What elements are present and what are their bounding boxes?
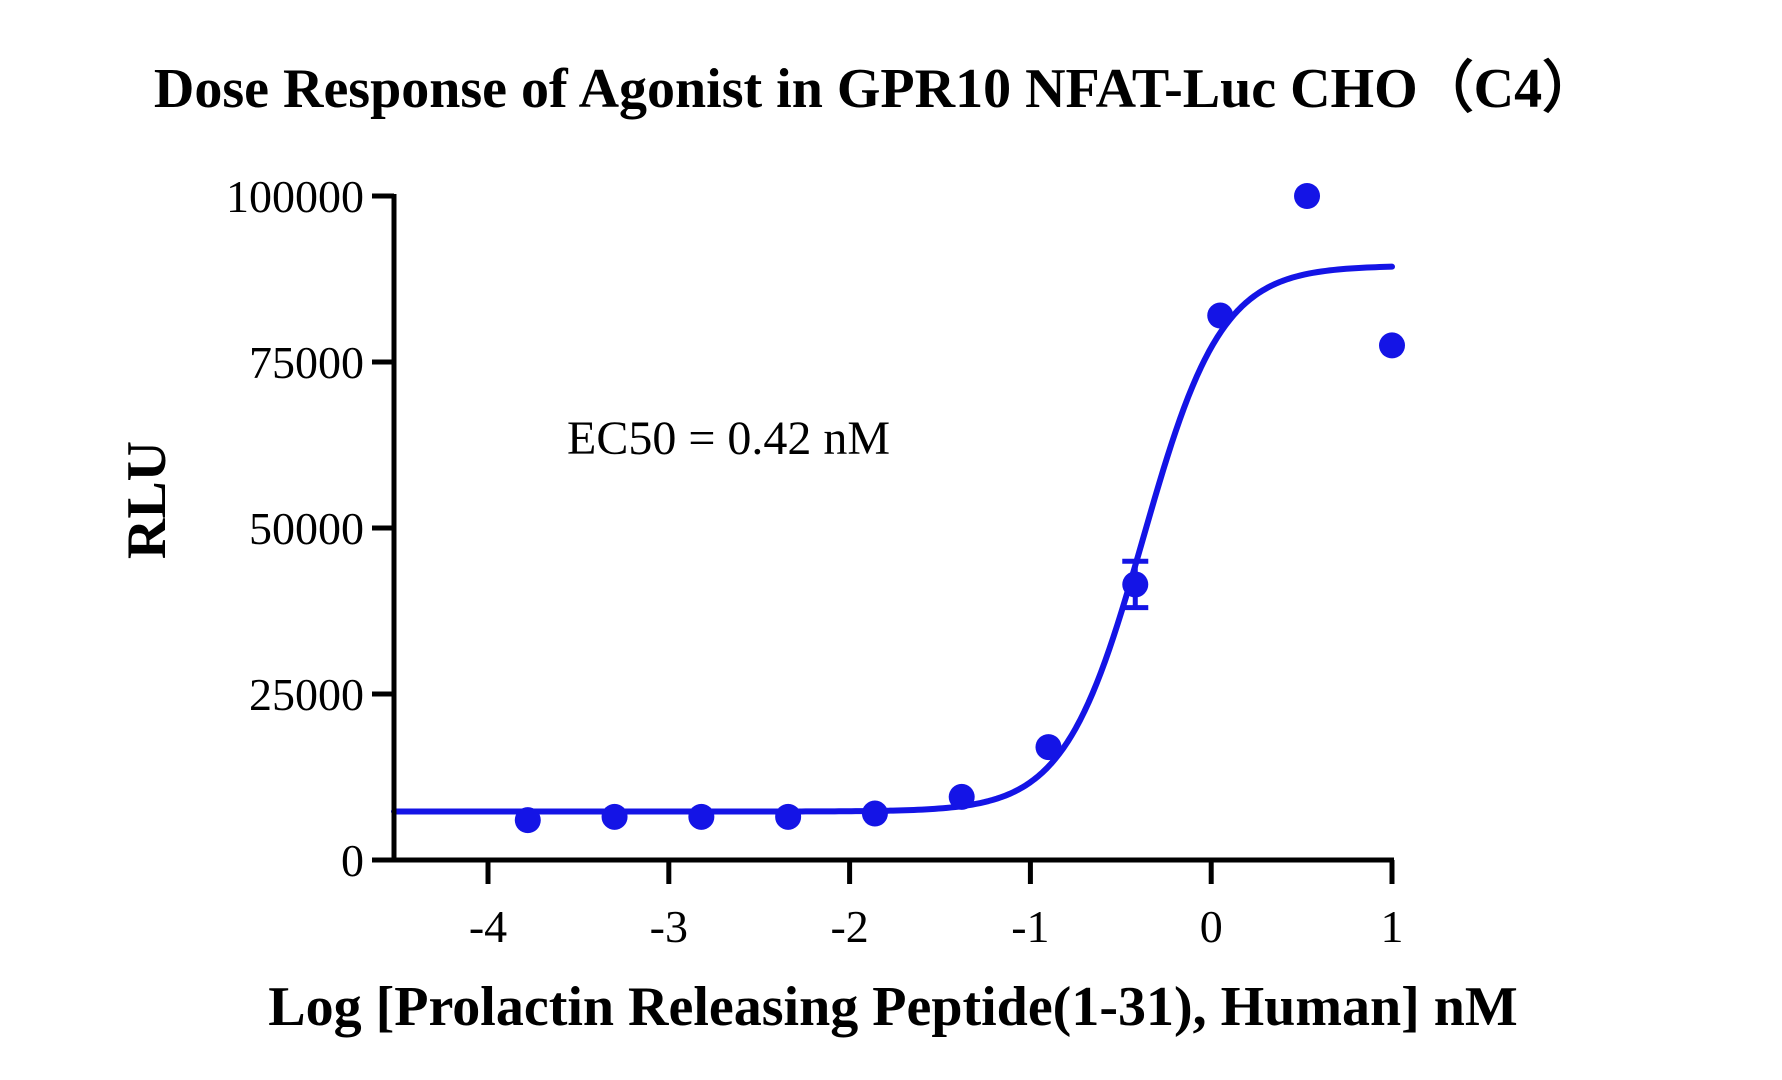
- data-point: [1294, 183, 1321, 209]
- y-axis-label: RLU: [116, 441, 178, 559]
- data-point: [1207, 302, 1234, 329]
- data-point: [1379, 332, 1405, 359]
- axes-layer: [391, 194, 1394, 863]
- x-tick-label: -1: [1011, 901, 1049, 952]
- x-tick-label: 1: [1381, 901, 1404, 952]
- data-point: [1122, 571, 1149, 598]
- x-axis-ticks: -4 -3 -2 -1 0 1: [469, 860, 1404, 952]
- data-point: [948, 783, 975, 810]
- y-tick-label: 75000: [249, 337, 364, 388]
- data-point: [1035, 734, 1062, 761]
- data-point: [688, 803, 715, 830]
- data-point: [861, 800, 888, 827]
- y-tick-label: 100000: [226, 171, 364, 222]
- y-tick-label: 50000: [249, 503, 364, 554]
- fit-curve-layer: [391, 263, 1395, 815]
- fit-curve: [391, 263, 1395, 815]
- y-tick-label: 0: [341, 835, 364, 886]
- x-axis-label: Log [Prolactin Releasing Peptide(1-31), …: [268, 976, 1518, 1038]
- x-tick-label: -4: [469, 901, 507, 952]
- data-point: [514, 807, 541, 834]
- data-point: [601, 803, 628, 830]
- ec50-annotation: EC50 = 0.42 nM: [567, 412, 890, 465]
- data-points-layer: [514, 183, 1405, 834]
- y-tick-label: 25000: [249, 669, 364, 720]
- chart-title: Dose Response of Agonist in GPR10 NFAT-L…: [154, 57, 1598, 120]
- x-tick-label: -2: [830, 901, 868, 952]
- data-point: [775, 803, 802, 830]
- x-tick-label: 0: [1200, 901, 1223, 952]
- x-tick-label: -3: [650, 901, 688, 952]
- y-axis-ticks: 0 25000 50000 75000 100000: [226, 171, 394, 886]
